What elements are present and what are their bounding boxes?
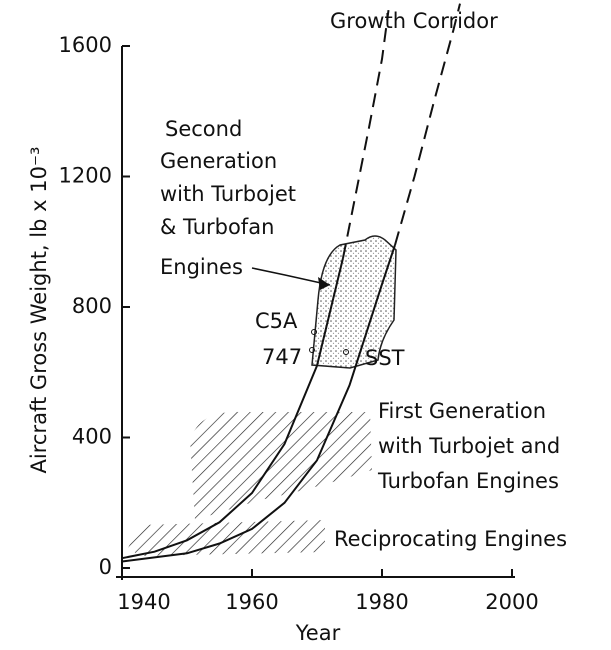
point-marker xyxy=(343,349,349,355)
growth-curve xyxy=(121,244,396,563)
first-generation-region xyxy=(190,411,372,520)
annotation: First Generation xyxy=(378,399,546,423)
annotation: Engines xyxy=(160,255,243,279)
x-tick-label: 2000 xyxy=(485,590,538,614)
y-tick-label: 400 xyxy=(72,425,112,449)
reciprocating-region xyxy=(128,520,325,556)
arrow-head xyxy=(318,277,330,290)
annotation: Second xyxy=(165,117,242,141)
second-generation-region xyxy=(311,235,397,369)
annotation: C5A xyxy=(255,309,298,333)
growth-curve xyxy=(394,3,461,246)
annotation: 747 xyxy=(262,345,302,369)
annotation: Growth Corridor xyxy=(330,9,498,33)
x-tick-label: 1960 xyxy=(225,590,278,614)
annotation: Reciprocating Engines xyxy=(334,527,567,551)
x-tick-label: 1940 xyxy=(117,590,170,614)
annotation: with Turbojet and xyxy=(378,434,560,458)
annotation: with Turbojet xyxy=(160,182,296,206)
growth-curve xyxy=(121,257,344,560)
point-marker xyxy=(309,347,315,353)
y-tick-label: 1600 xyxy=(59,33,112,57)
y-tick-label: 1200 xyxy=(59,164,112,188)
annotation: Turbofan Engines xyxy=(377,469,559,493)
y-tick-label: 800 xyxy=(72,294,112,318)
annotation: Generation xyxy=(160,149,277,173)
annotation: SST xyxy=(365,346,405,370)
annotation: & Turbofan xyxy=(160,215,274,239)
x-tick-label: 1980 xyxy=(355,590,408,614)
point-marker xyxy=(311,329,317,335)
arrow xyxy=(251,267,331,286)
x-axis-label: Year xyxy=(295,621,341,645)
y-axis-label: Aircraft Gross Weight, lb x 10⁻³ xyxy=(27,147,51,474)
growth-curve xyxy=(342,9,390,259)
y-tick-label: 0 xyxy=(99,555,112,579)
